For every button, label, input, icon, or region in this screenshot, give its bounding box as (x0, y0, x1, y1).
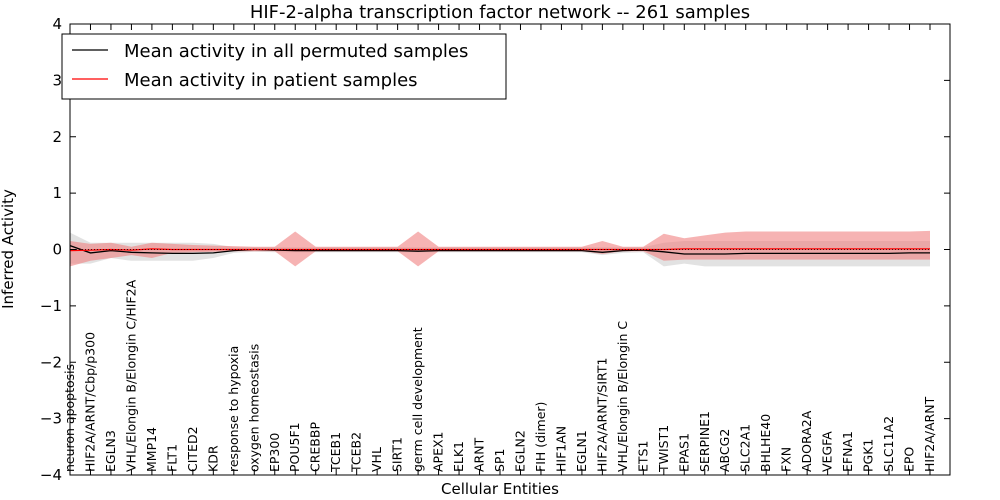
x-tick-label: SLC2A1 (738, 424, 753, 472)
y-tick-label: 4 (52, 15, 62, 33)
x-tick-label: VHL (369, 447, 384, 472)
x-tick-label: ABCG2 (717, 429, 732, 472)
y-tick-label: −3 (40, 410, 62, 428)
x-tick-label: BHLHE40 (758, 414, 773, 472)
x-tick-label: SLC11A2 (881, 416, 896, 472)
x-tick-label: HIF2A/ARNT (922, 396, 937, 472)
x-tick-label: ADORA2A (799, 410, 814, 472)
x-tick-label: PGK1 (861, 439, 876, 472)
x-axis: neuron apoptosis HIF2A/ARNT/Cbp/p300 EGLN3… (62, 24, 937, 475)
x-tick-label: VHL/Elongin B/Elongin C/HIF2A (123, 279, 138, 472)
x-tick-label: HIF2A/ARNT/Cbp/p300 (83, 332, 98, 472)
x-tick-label: FLT1 (164, 444, 179, 472)
x-tick-label: EGLN1 (574, 430, 589, 472)
y-tick-label: −4 (40, 466, 62, 484)
x-tick-label: ARNT (472, 437, 487, 472)
x-tick-label: EPAS1 (676, 433, 691, 472)
series-lines (69, 244, 930, 255)
x-tick-label: HIF2A/ARNT/SIRT1 (594, 358, 609, 472)
band-patient (70, 230, 930, 267)
y-axis-label: Inferred Activity (0, 189, 17, 309)
legend-label-patient: Mean activity in patient samples (124, 70, 418, 91)
x-tick-label: EP300 (267, 433, 282, 472)
x-tick-label: EFNA1 (840, 431, 855, 472)
x-tick-label: ELK1 (451, 441, 466, 472)
legend-label-permuted: Mean activity in all permuted samples (124, 41, 468, 62)
y-tick-label: −1 (40, 297, 62, 315)
x-tick-label: FIH (dimer) (533, 402, 548, 472)
plot-frame (69, 23, 951, 476)
y-tick-label: 3 (52, 71, 62, 89)
x-tick-label: FXN (779, 447, 794, 472)
x-tick-label: EGLN3 (103, 430, 118, 472)
x-tick-label: SP1 (492, 449, 507, 472)
y-tick-label: 2 (52, 128, 62, 146)
chart-title: HIF-2-alpha transcription factor network… (250, 2, 750, 23)
y-tick-label: 1 (52, 184, 62, 202)
x-tick-label: VHL/Elongin B/Elongin C (615, 321, 630, 472)
x-tick-label: APEX1 (431, 431, 446, 472)
x-axis-label: Cellular Entities (441, 480, 559, 498)
x-tick-label: VEGFA (820, 431, 835, 472)
x-tick-label: CITED2 (185, 426, 200, 472)
x-tick-label: CREBBP (308, 422, 323, 472)
x-tick-label: EPO (902, 447, 917, 472)
x-tick-label: MMP14 (144, 427, 159, 472)
x-tick-label: SIRT1 (390, 437, 405, 472)
x-tick-label: oxygen homeostasis (246, 344, 261, 472)
x-tick-label: TWIST1 (656, 425, 671, 473)
line-permuted (69, 244, 930, 255)
y-tick-label: −2 (40, 353, 62, 371)
x-tick-label: TCEB2 (349, 432, 364, 473)
x-tick-label: SERPINE1 (697, 411, 712, 472)
x-tick-label: germ cell development (410, 327, 425, 472)
x-tick-label: ETS1 (635, 441, 650, 472)
y-tick-label: 0 (52, 241, 62, 259)
y-axis: −4 −3 −2 −1 0 1 2 3 4 (40, 15, 950, 484)
x-tick-label: KDR (205, 445, 220, 472)
x-tick-label: response to hypoxia (226, 346, 241, 472)
x-tick-label: TCEB1 (328, 432, 343, 473)
legend: Mean activity in all permuted samples Me… (61, 33, 507, 100)
x-tick-label: POU5F1 (287, 422, 302, 472)
x-tick-label: HIF1AN (553, 426, 568, 472)
legend-box (61, 33, 507, 100)
x-tick-label: EGLN2 (513, 430, 528, 472)
